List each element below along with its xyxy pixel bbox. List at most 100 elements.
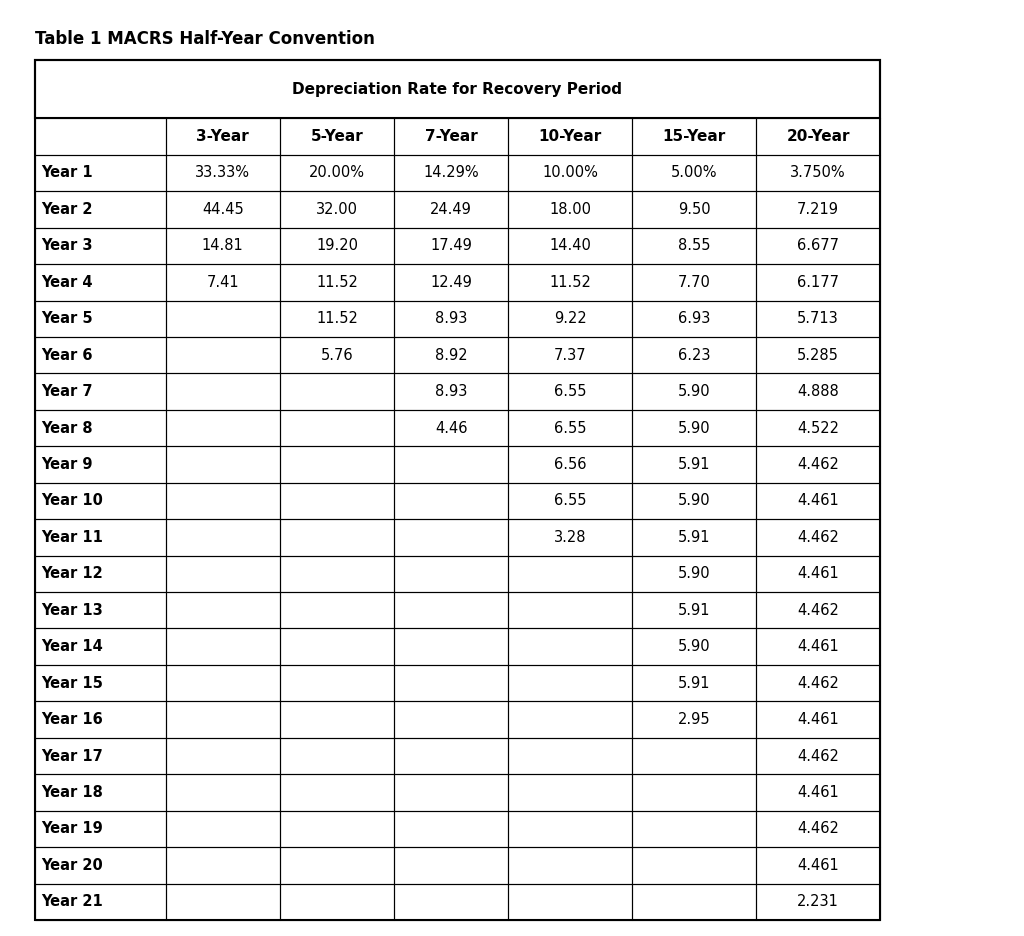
Bar (756, 264, 880, 300)
Bar (632, 774, 756, 811)
Text: Year 7: Year 7 (41, 384, 92, 399)
Bar (166, 519, 280, 556)
Bar (756, 337, 880, 373)
Text: 11.52: 11.52 (549, 275, 591, 290)
Text: 20.00%: 20.00% (309, 166, 365, 181)
Bar (756, 191, 880, 227)
Text: 2.231: 2.231 (797, 894, 839, 909)
Bar (166, 154, 280, 191)
Bar (166, 738, 280, 774)
Bar (280, 191, 394, 227)
Text: 8.92: 8.92 (435, 347, 468, 362)
Bar (166, 191, 280, 227)
Bar (394, 774, 508, 811)
Text: 4.461: 4.461 (797, 857, 839, 873)
Text: 8.93: 8.93 (435, 384, 467, 399)
Bar (394, 410, 508, 446)
Bar (508, 774, 632, 811)
Text: 7.70: 7.70 (678, 275, 711, 290)
Bar (756, 628, 880, 665)
Text: Year 11: Year 11 (41, 530, 102, 545)
Text: Year 14: Year 14 (41, 639, 102, 654)
Text: Year 8: Year 8 (41, 420, 92, 435)
Text: 6.56: 6.56 (554, 457, 587, 472)
Bar (394, 738, 508, 774)
Text: Year 18: Year 18 (41, 785, 102, 800)
Bar (35, 738, 166, 774)
Text: Year 21: Year 21 (41, 894, 102, 909)
Bar (280, 264, 394, 300)
Text: 4.461: 4.461 (797, 639, 839, 654)
Bar (508, 264, 632, 300)
Bar (394, 191, 508, 227)
Text: 5.91: 5.91 (678, 457, 711, 472)
Bar (632, 884, 756, 920)
Text: 8.93: 8.93 (435, 312, 467, 327)
Bar (632, 373, 756, 410)
Bar (280, 118, 394, 154)
Bar (508, 118, 632, 154)
Text: 5.90: 5.90 (678, 384, 711, 399)
Bar (394, 300, 508, 337)
Text: 9.22: 9.22 (554, 312, 587, 327)
Bar (632, 337, 756, 373)
Bar (35, 60, 880, 118)
Bar (166, 300, 280, 337)
Bar (35, 519, 166, 556)
Text: 20-Year: 20-Year (786, 129, 850, 144)
Bar (508, 847, 632, 884)
Bar (166, 410, 280, 446)
Bar (166, 373, 280, 410)
Bar (394, 446, 508, 483)
Bar (756, 847, 880, 884)
Text: 6.55: 6.55 (554, 493, 587, 508)
Bar (394, 665, 508, 701)
Bar (166, 884, 280, 920)
Text: 5.91: 5.91 (678, 530, 711, 545)
Bar (280, 628, 394, 665)
Bar (35, 701, 166, 738)
Text: 10-Year: 10-Year (539, 129, 602, 144)
Bar (508, 556, 632, 592)
Bar (166, 556, 280, 592)
Bar (756, 519, 880, 556)
Bar (166, 483, 280, 519)
Bar (632, 410, 756, 446)
Bar (280, 446, 394, 483)
Text: 5.90: 5.90 (678, 420, 711, 435)
Text: 5.00%: 5.00% (671, 166, 718, 181)
Text: Year 6: Year 6 (41, 347, 92, 362)
Text: 5.90: 5.90 (678, 566, 711, 581)
Text: Year 10: Year 10 (41, 493, 102, 508)
Bar (508, 154, 632, 191)
Text: 11.52: 11.52 (316, 275, 358, 290)
Bar (280, 154, 394, 191)
Bar (508, 701, 632, 738)
Bar (35, 191, 166, 227)
Text: Year 15: Year 15 (41, 676, 102, 691)
Bar (756, 410, 880, 446)
Bar (756, 665, 880, 701)
Text: 4.462: 4.462 (797, 676, 839, 691)
Bar (394, 556, 508, 592)
Bar (280, 592, 394, 628)
Bar (280, 884, 394, 920)
Bar (394, 519, 508, 556)
Text: 4.462: 4.462 (797, 822, 839, 837)
Text: 14.29%: 14.29% (423, 166, 479, 181)
Bar (35, 446, 166, 483)
Bar (632, 519, 756, 556)
Bar (632, 847, 756, 884)
Bar (166, 811, 280, 847)
Bar (166, 701, 280, 738)
Text: 5.90: 5.90 (678, 639, 711, 654)
Text: Year 2: Year 2 (41, 202, 92, 217)
Bar (166, 665, 280, 701)
Text: Year 13: Year 13 (41, 603, 102, 618)
Bar (756, 774, 880, 811)
Text: 5.713: 5.713 (797, 312, 839, 327)
Bar (166, 847, 280, 884)
Bar (166, 592, 280, 628)
Bar (35, 884, 166, 920)
Bar (166, 118, 280, 154)
